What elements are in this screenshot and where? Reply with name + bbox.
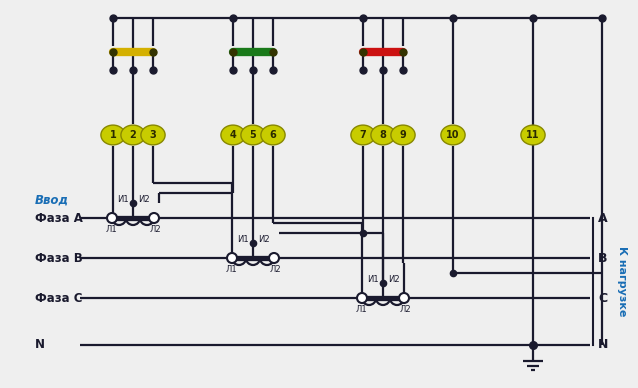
Ellipse shape xyxy=(101,125,125,145)
Text: Л2: Л2 xyxy=(399,305,411,314)
Text: B: B xyxy=(598,251,607,265)
Text: Фаза B: Фаза B xyxy=(35,251,83,265)
Text: N: N xyxy=(35,338,45,352)
Text: Л1: Л1 xyxy=(225,265,237,274)
Text: C: C xyxy=(598,291,607,305)
Text: И2: И2 xyxy=(138,195,149,204)
Text: 3: 3 xyxy=(150,130,156,140)
Ellipse shape xyxy=(521,125,545,145)
Ellipse shape xyxy=(221,125,245,145)
Text: И2: И2 xyxy=(388,275,399,284)
Text: К нагрузке: К нагрузке xyxy=(617,246,627,317)
Text: 4: 4 xyxy=(230,130,236,140)
Ellipse shape xyxy=(351,125,375,145)
Text: 11: 11 xyxy=(526,130,540,140)
Circle shape xyxy=(149,213,159,223)
Ellipse shape xyxy=(121,125,145,145)
Text: Л1: Л1 xyxy=(105,225,117,234)
Text: И1: И1 xyxy=(367,275,378,284)
Ellipse shape xyxy=(141,125,165,145)
Text: Л1: Л1 xyxy=(355,305,367,314)
Text: И2: И2 xyxy=(258,235,269,244)
Circle shape xyxy=(357,293,367,303)
Circle shape xyxy=(399,293,409,303)
Text: 1: 1 xyxy=(110,130,116,140)
Circle shape xyxy=(107,213,117,223)
Text: 9: 9 xyxy=(399,130,406,140)
Text: 8: 8 xyxy=(380,130,387,140)
Text: И1: И1 xyxy=(117,195,128,204)
Circle shape xyxy=(269,253,279,263)
Text: 7: 7 xyxy=(360,130,366,140)
Text: 5: 5 xyxy=(249,130,256,140)
Text: 6: 6 xyxy=(270,130,276,140)
Text: 10: 10 xyxy=(446,130,460,140)
Text: И1: И1 xyxy=(237,235,248,244)
Ellipse shape xyxy=(371,125,395,145)
Text: Фаза C: Фаза C xyxy=(35,291,82,305)
Ellipse shape xyxy=(261,125,285,145)
Ellipse shape xyxy=(391,125,415,145)
Text: Фаза A: Фаза A xyxy=(35,211,83,225)
Text: Л2: Л2 xyxy=(149,225,161,234)
Text: N: N xyxy=(598,338,609,352)
Text: Л2: Л2 xyxy=(269,265,281,274)
Text: Ввод: Ввод xyxy=(35,194,69,206)
Circle shape xyxy=(227,253,237,263)
Ellipse shape xyxy=(241,125,265,145)
Text: 2: 2 xyxy=(130,130,137,140)
Ellipse shape xyxy=(441,125,465,145)
Text: A: A xyxy=(598,211,607,225)
